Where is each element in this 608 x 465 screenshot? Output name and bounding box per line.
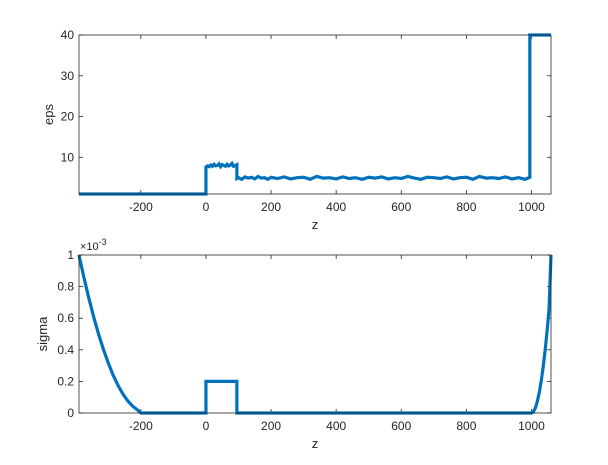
sigma-x-tick-label: 0 — [203, 419, 210, 433]
eps-plot-area — [79, 35, 551, 194]
eps-x-tick-label: 600 — [391, 200, 411, 214]
eps-x-tick-label: 0 — [203, 200, 210, 214]
eps-y-tick-label: 20 — [61, 110, 75, 124]
sigma-x-tick-label: 1000 — [518, 419, 545, 433]
sigma-y-tick-label: 0 — [67, 406, 74, 420]
eps-y-axis-label: eps — [41, 104, 56, 125]
sigma-y-axis-label: sigma — [35, 316, 50, 351]
eps-y-tick-label: 30 — [61, 69, 75, 83]
sigma-y-tick-label: 0.4 — [57, 343, 74, 357]
eps-series-line — [79, 33, 551, 196]
eps-x-tick-label: 800 — [456, 200, 476, 214]
sigma-x-axis-label: z — [312, 436, 319, 451]
sigma-x-tick-label: 800 — [456, 419, 476, 433]
sigma-y-tick-label: 0.8 — [57, 280, 74, 294]
sigma-plot-area — [79, 255, 551, 413]
eps-axes-box — [78, 34, 552, 195]
eps-y-tick-label: 10 — [61, 150, 75, 164]
eps-x-tick-label: -200 — [129, 200, 153, 214]
eps-y-tick-label: 40 — [61, 28, 75, 42]
sigma-y-tick-label: 0.6 — [57, 311, 74, 325]
eps-x-tick-label: 200 — [261, 200, 281, 214]
sigma-axes-box — [78, 254, 552, 414]
sigma-x-tick-label: 600 — [391, 419, 411, 433]
eps-x-tick-label: 1000 — [518, 200, 545, 214]
eps-plot: -200 0 200 400 600 800 1000 10 20 30 40 z eps — [41, 28, 552, 232]
sigma-x-tick-label: 400 — [326, 419, 346, 433]
sigma-y-tick-label: 1 — [67, 248, 74, 262]
eps-x-axis-label: z — [312, 217, 319, 232]
sigma-x-tick-label: -200 — [129, 419, 153, 433]
sigma-x-tick-label: 200 — [261, 419, 281, 433]
sigma-plot: -200 0 200 400 600 800 1000 0 0.2 0.4 0.6 0.8 1 z si… — [35, 237, 553, 451]
eps-x-tick-label: 400 — [326, 200, 346, 214]
sigma-y-tick-label: 0.2 — [57, 374, 74, 388]
sigma-y-exponent: ×10-3 — [80, 237, 107, 253]
